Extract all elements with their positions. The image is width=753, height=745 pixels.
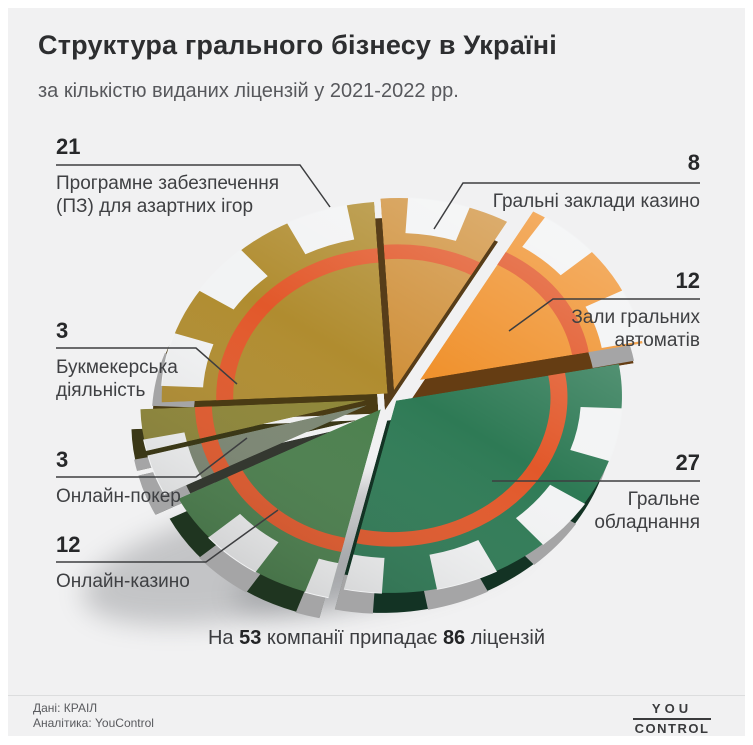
data-source: Дані: КРАІЛ [33, 701, 98, 715]
callout-casino-count: 8 [687, 150, 700, 175]
youcontrol-logo-top: YOU [633, 701, 711, 720]
callout-software-count: 21 [56, 134, 81, 159]
page-title: Структура грального бізнесу в Україні [38, 30, 557, 60]
summary-licenses-count: 86 [442, 627, 466, 649]
callout-bookmaker-count: 3 [56, 318, 69, 343]
analytics-credit: Аналітика: YouControl [33, 716, 154, 730]
summary-part3: ліцензій [470, 627, 546, 649]
callout-slot-halls-label: Зали гральних автоматів [571, 307, 700, 352]
callout-online-casino-label: Онлайн-казино [56, 571, 190, 592]
summary-companies-count: 53 [239, 627, 262, 649]
page-subtitle: за кількістю виданих ліцензій у 2021-202… [38, 80, 459, 102]
callout-equipment-count: 27 [675, 450, 700, 475]
callout-equipment-label: Гральне обладнання [594, 489, 700, 534]
callout-casino-label: Гральні заклади казино [492, 191, 700, 212]
footer-divider [8, 695, 745, 696]
callout-online-poker-count: 3 [56, 447, 69, 472]
youcontrol-logo: YOU CONTROL [633, 701, 711, 736]
summary-line: На 53 компанії припадає 86 ліцензій [0, 627, 753, 650]
callout-slot-halls-count: 12 [675, 268, 700, 293]
summary-part1: На [207, 627, 234, 649]
summary-part2: компанії припадає [266, 627, 438, 649]
callout-online-casino-count: 12 [56, 532, 81, 557]
callout-bookmaker-label: Букмекерська діяльність [56, 357, 178, 402]
callout-software-label: Програмне забезпечення (ПЗ) для азартних… [56, 173, 280, 218]
youcontrol-logo-bottom: CONTROL [634, 721, 710, 736]
callout-online-poker-label: Онлайн-покер [56, 486, 181, 507]
